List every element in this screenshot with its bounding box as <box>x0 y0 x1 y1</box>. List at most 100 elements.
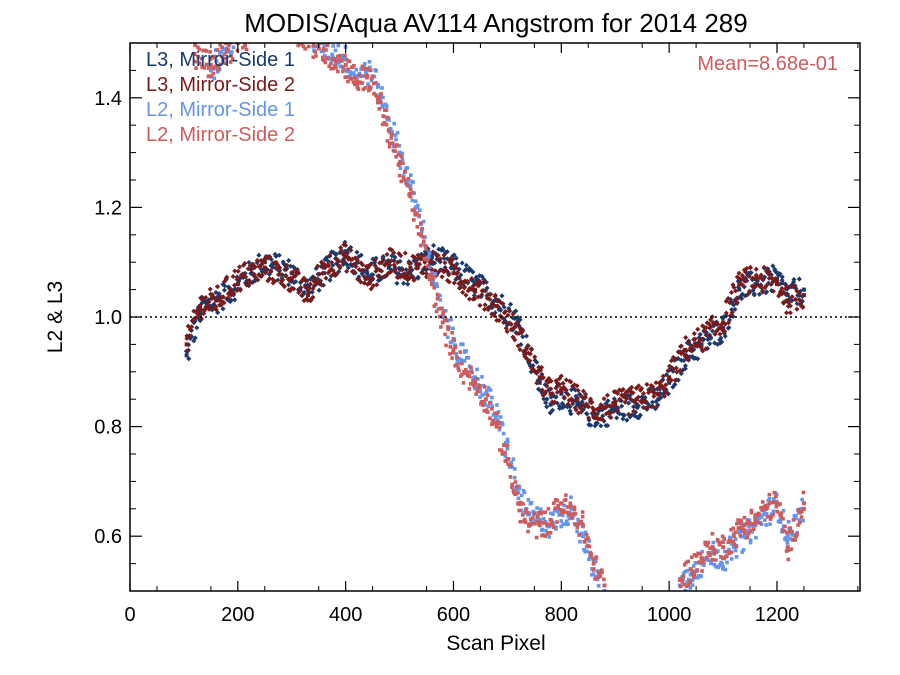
data-point <box>222 52 227 56</box>
data-point <box>453 265 459 271</box>
data-point <box>319 49 324 54</box>
data-point <box>460 361 464 366</box>
data-point <box>386 128 391 133</box>
data-point <box>404 273 410 279</box>
data-point <box>473 386 477 391</box>
data-point <box>481 280 487 286</box>
data-point <box>756 291 763 297</box>
data-point <box>682 562 687 567</box>
data-point <box>522 517 527 522</box>
data-point <box>748 521 753 526</box>
data-point <box>595 577 600 582</box>
data-point <box>543 534 547 538</box>
data-point <box>535 506 539 510</box>
data-point <box>717 542 722 546</box>
data-point <box>761 264 767 270</box>
data-point <box>537 380 542 385</box>
data-point <box>444 249 450 255</box>
data-point <box>230 273 236 280</box>
data-point <box>513 480 518 484</box>
data-point <box>748 270 754 276</box>
data-point <box>189 324 195 330</box>
data-point <box>519 508 524 513</box>
data-point <box>401 174 406 178</box>
data-point <box>311 43 316 48</box>
data-point <box>455 275 461 281</box>
data-point <box>446 327 450 332</box>
data-point <box>208 62 213 67</box>
data-point <box>400 157 405 162</box>
data-point <box>352 76 357 80</box>
tick-labels-layer: 0 200 400 600 800 1000 1200 0.6 0.8 1.0 1.2 1.4 <box>94 88 799 626</box>
data-point <box>711 540 716 545</box>
data-point <box>594 420 600 426</box>
data-point <box>405 166 410 170</box>
chart-title: MODIS/Aqua AV114 Angstrom for 2014 289 <box>244 8 747 38</box>
data-point <box>472 383 476 388</box>
data-point <box>367 60 372 64</box>
data-point <box>681 577 685 581</box>
data-point <box>742 531 747 535</box>
data-point <box>775 281 781 287</box>
data-point <box>488 291 494 297</box>
data-point <box>234 30 238 34</box>
data-point <box>361 74 365 78</box>
x-axis-label: Scan Pixel <box>446 632 545 655</box>
data-point <box>446 279 452 285</box>
data-point <box>573 407 579 413</box>
data-point <box>710 557 715 562</box>
data-point <box>469 368 474 373</box>
data-point <box>301 44 306 49</box>
data-point <box>608 409 614 415</box>
data-point <box>443 332 447 337</box>
data-point <box>327 277 333 283</box>
data-point <box>390 132 394 137</box>
data-point <box>736 526 741 530</box>
data-point <box>440 320 445 325</box>
data-point <box>754 535 758 540</box>
data-point <box>791 276 797 282</box>
data-point <box>244 282 250 288</box>
data-point <box>720 562 724 566</box>
data-point <box>208 68 213 73</box>
data-point <box>727 551 732 556</box>
data-point <box>784 283 790 289</box>
data-point <box>335 258 341 264</box>
data-point <box>395 259 401 265</box>
data-point <box>454 352 458 356</box>
data-point <box>758 284 764 290</box>
data-point <box>227 43 231 47</box>
data-point <box>523 333 530 339</box>
data-point <box>523 520 528 525</box>
data-point <box>333 271 340 277</box>
data-point <box>428 259 434 265</box>
data-point <box>685 579 690 584</box>
data-point <box>486 386 491 390</box>
legend-entry: L3, Mirror-Side 2 <box>146 74 295 96</box>
data-point <box>380 103 384 107</box>
data-point <box>329 259 335 265</box>
data-point <box>408 187 413 192</box>
data-point <box>343 62 348 67</box>
data-point <box>582 540 587 544</box>
data-point <box>238 34 242 38</box>
data-point <box>457 285 464 291</box>
data-point <box>716 549 720 553</box>
data-point <box>259 272 265 278</box>
data-point <box>365 68 370 73</box>
data-point <box>216 68 221 72</box>
data-point <box>516 331 521 336</box>
data-point <box>499 293 505 299</box>
data-point <box>252 264 258 270</box>
data-point <box>576 522 580 527</box>
data-point <box>259 261 265 267</box>
data-point <box>484 408 489 412</box>
data-point <box>731 526 735 531</box>
data-point <box>385 115 390 120</box>
data-point <box>684 560 688 565</box>
data-point <box>430 249 436 255</box>
data-point <box>584 537 588 542</box>
data-point <box>242 260 248 266</box>
data-point <box>469 276 475 282</box>
data-point <box>763 283 769 289</box>
